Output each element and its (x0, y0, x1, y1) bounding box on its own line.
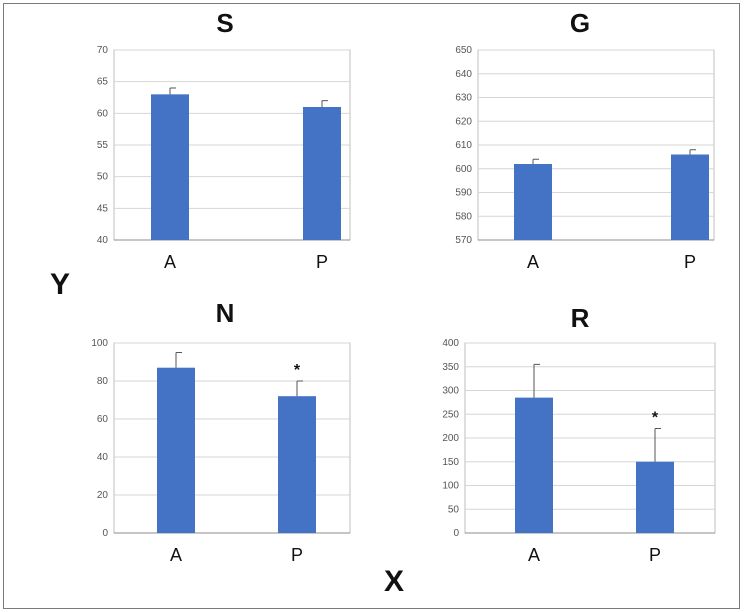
significance-marker-r: * (652, 410, 659, 427)
y-tick-label-s: 50 (97, 172, 109, 183)
y-tick-label-g: 570 (455, 235, 472, 246)
y-tick-label-s: 40 (97, 235, 109, 246)
y-tick-label-r: 250 (442, 409, 459, 420)
y-tick-label-n: 20 (97, 490, 109, 501)
y-tick-label-s: 55 (97, 140, 109, 151)
x-category-label-n: P (291, 545, 303, 565)
y-tick-label-r: 350 (442, 362, 459, 373)
y-tick-label-r: 100 (442, 481, 459, 492)
chart-title-r: R (570, 303, 590, 333)
x-category-label-s: A (164, 252, 176, 272)
bar-r-a (515, 397, 553, 533)
y-tick-label-n: 0 (102, 528, 108, 539)
y-tick-label-r: 0 (453, 528, 459, 539)
significance-marker-n: * (294, 362, 301, 379)
chart-title-g: G (569, 8, 591, 38)
y-tick-label-s: 60 (97, 108, 109, 119)
y-tick-label-r: 200 (442, 433, 459, 444)
x-category-label-g: P (684, 252, 696, 272)
y-tick-label-n: 60 (97, 414, 109, 425)
x-category-label-s: P (316, 252, 328, 272)
x-category-label-r: A (528, 545, 540, 565)
y-tick-label-n: 80 (97, 376, 109, 387)
y-tick-label-g: 640 (455, 69, 472, 80)
y-tick-label-g: 610 (455, 140, 472, 151)
y-tick-label-s: 70 (97, 45, 109, 56)
y-tick-label-g: 620 (455, 116, 472, 127)
y-tick-label-g: 650 (455, 45, 472, 56)
y-tick-label-r: 50 (448, 504, 460, 515)
y-tick-label-n: 100 (91, 338, 108, 349)
x-category-label-n: A (170, 545, 182, 565)
bar-s-p (303, 107, 341, 240)
y-tick-label-n: 40 (97, 452, 109, 463)
chart-title-s: S (216, 8, 234, 38)
y-axis-letter: Y (50, 268, 71, 301)
bar-g-p (671, 154, 709, 240)
bar-g-a (514, 164, 552, 240)
y-tick-label-r: 400 (442, 338, 459, 349)
y-tick-label-r: 300 (442, 386, 459, 397)
x-category-label-g: A (527, 252, 539, 272)
y-tick-label-g: 600 (455, 164, 472, 175)
figure-frame (3, 3, 740, 609)
bar-n-p (278, 396, 316, 533)
y-tick-label-g: 580 (455, 211, 472, 222)
x-axis-letter: X (384, 565, 405, 598)
y-tick-label-s: 45 (97, 203, 109, 214)
x-category-label-r: P (649, 545, 661, 565)
bar-s-a (151, 94, 189, 240)
bar-r-p (636, 461, 674, 533)
bar-n-a (157, 367, 195, 533)
y-tick-label-s: 65 (97, 77, 109, 88)
y-tick-label-g: 630 (455, 93, 472, 104)
y-tick-label-g: 590 (455, 188, 472, 199)
y-tick-label-r: 150 (442, 457, 459, 468)
chart-title-n: N (215, 298, 235, 328)
